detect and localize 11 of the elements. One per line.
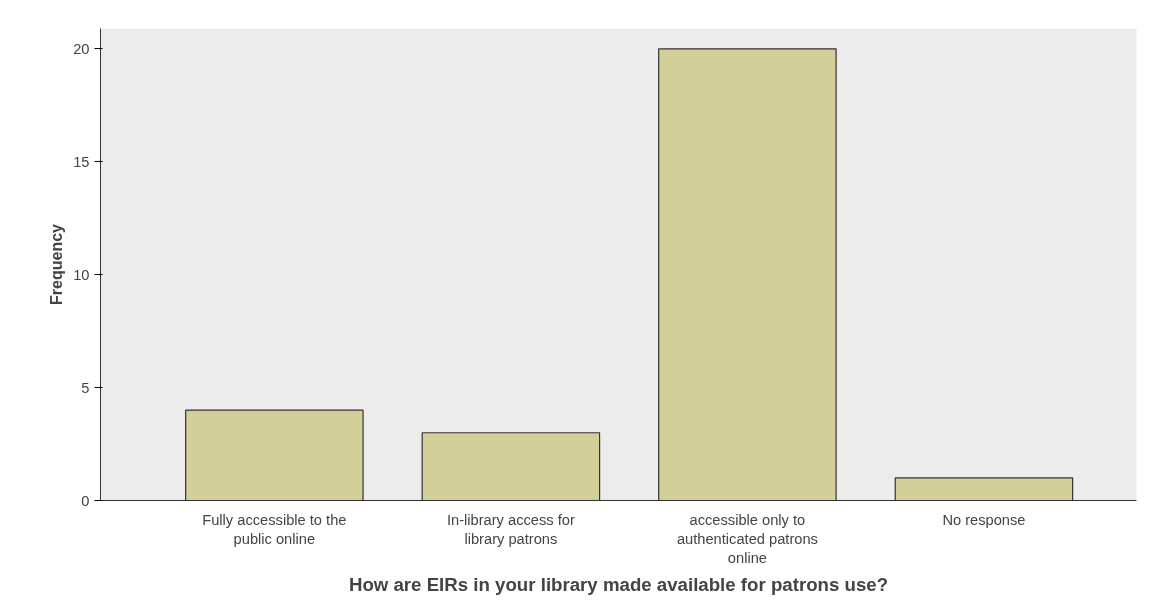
y-tick-label: 10 <box>73 266 90 283</box>
y-tick-label: 5 <box>81 379 90 396</box>
x-tick-label: No response <box>942 511 1026 528</box>
x-tick-label: accessible only to authenticated patrons online <box>676 511 818 566</box>
y-tick-label: 20 <box>73 40 90 57</box>
x-axis-title: How are EIRs in your library made available for patrons use? <box>348 573 889 595</box>
y-tick-label: 15 <box>73 153 90 170</box>
y-tick-label: 0 <box>81 492 90 509</box>
x-tick-label: Fully accessible to the public online <box>202 511 347 547</box>
y-axis-title: Frequency <box>48 223 66 305</box>
x-tick-label: In-library access for library patrons <box>446 511 575 547</box>
